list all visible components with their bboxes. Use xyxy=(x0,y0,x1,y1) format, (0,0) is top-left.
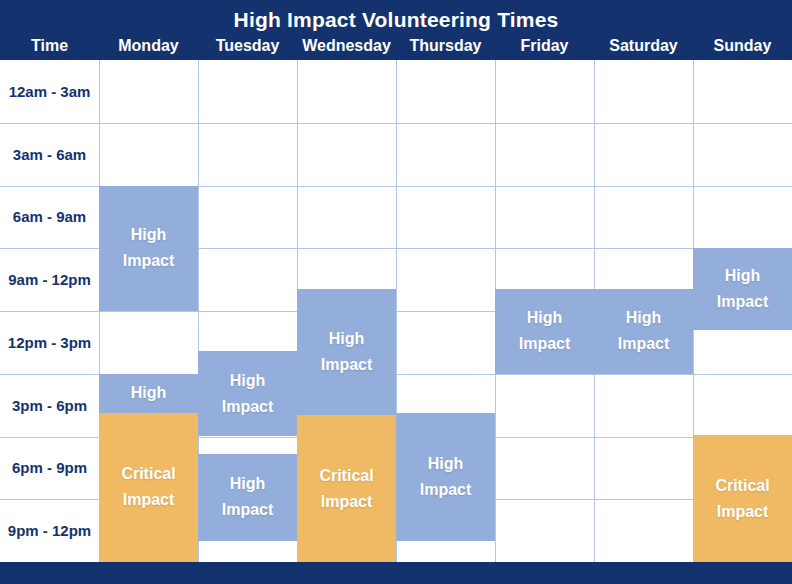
schedule-block-high-monday: High xyxy=(99,374,198,413)
schedule-block-critical-wednesday: Critical Impact xyxy=(297,415,396,562)
day-header-sunday: Sunday xyxy=(693,36,792,60)
schedule-block-label: High Impact xyxy=(209,368,287,420)
day-header-row: TimeMondayTuesdayWednesdayThursdayFriday… xyxy=(0,36,792,60)
day-header-wednesday: Wednesday xyxy=(297,36,396,60)
schedule-block-label: High Impact xyxy=(506,305,584,357)
time-slot-label: 12am - 3am xyxy=(0,60,99,123)
schedule-block-critical-monday: Critical Impact xyxy=(99,413,198,562)
schedule-grid: 12am - 3am3am - 6am6am - 9am9am - 12pm12… xyxy=(0,60,792,562)
time-slot-label: 3pm - 6pm xyxy=(0,374,99,437)
schedule-block-high-thursday: High Impact xyxy=(396,413,495,541)
schedule-block-label: High xyxy=(131,380,167,406)
header-banner: High Impact Volunteering Times TimeMonda… xyxy=(0,0,792,60)
day-header-friday: Friday xyxy=(495,36,594,60)
schedule-block-label: High Impact xyxy=(407,451,485,503)
time-slot-label: 3am - 6am xyxy=(0,123,99,186)
page-title: High Impact Volunteering Times xyxy=(0,0,792,36)
time-slot-label: 9pm - 12pm xyxy=(0,499,99,562)
schedule-block-label: High Impact xyxy=(605,305,683,357)
day-header-tuesday: Tuesday xyxy=(198,36,297,60)
schedule-block-label: High Impact xyxy=(110,222,188,274)
day-header-thursday: Thursday xyxy=(396,36,495,60)
volunteering-schedule-chart: High Impact Volunteering Times TimeMonda… xyxy=(0,0,792,584)
schedule-block-label: Critical Impact xyxy=(704,473,782,525)
schedule-block-high-friday: High Impact xyxy=(495,289,594,374)
time-slot-label: 12pm - 3pm xyxy=(0,311,99,374)
schedule-block-high-wednesday: High Impact xyxy=(297,289,396,415)
schedule-block-high-monday: High Impact xyxy=(99,186,198,312)
schedule-block-label: Critical Impact xyxy=(308,463,386,515)
time-slot-label: 6am - 9am xyxy=(0,186,99,249)
schedule-block-high-saturday: High Impact xyxy=(594,289,693,374)
schedule-block-high-tuesday: High Impact xyxy=(198,351,297,436)
schedule-block-label: Critical Impact xyxy=(110,461,188,513)
schedule-block-critical-sunday: Critical Impact xyxy=(693,435,792,562)
day-header-saturday: Saturday xyxy=(594,36,693,60)
schedule-block-high-tuesday: High Impact xyxy=(198,454,297,541)
day-header-monday: Monday xyxy=(99,36,198,60)
time-column-header: Time xyxy=(0,36,99,60)
schedule-block-label: High Impact xyxy=(704,263,782,315)
time-slot-label: 6pm - 9pm xyxy=(0,437,99,500)
schedule-block-label: High Impact xyxy=(308,326,386,378)
footer-bar xyxy=(0,562,792,584)
schedule-block-label: High Impact xyxy=(209,471,287,523)
time-slot-label: 9am - 12pm xyxy=(0,248,99,311)
schedule-block-high-sunday: High Impact xyxy=(693,248,792,330)
